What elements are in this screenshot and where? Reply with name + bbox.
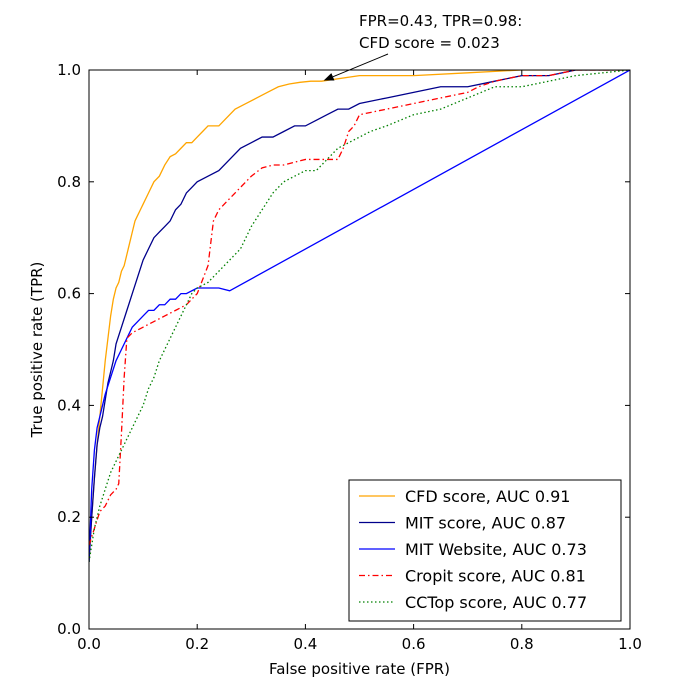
x-tick-label-4: 0.8 bbox=[510, 635, 534, 653]
legend-items: CFD score, AUC 0.91 MIT score, AUC 0.87 MI… bbox=[359, 487, 587, 612]
legend-box bbox=[348, 479, 622, 622]
y-tick-label-3: 0.6 bbox=[57, 285, 81, 303]
plot-frame bbox=[88, 69, 631, 630]
series-line-0 bbox=[89, 70, 630, 562]
y-tick-label-2: 0.4 bbox=[57, 396, 81, 414]
annotation-line-2: CFD score = 0.023 bbox=[359, 34, 500, 52]
series-line-4 bbox=[89, 70, 630, 563]
legend-label-4: CCTop score, AUC 0.77 bbox=[405, 593, 587, 612]
y-tick-label-4: 0.8 bbox=[57, 173, 81, 191]
legend: CFD score, AUC 0.91 MIT score, AUC 0.87 MI… bbox=[348, 479, 622, 622]
series-line-2 bbox=[89, 70, 630, 562]
x-tick-label-0: 0.0 bbox=[77, 635, 101, 653]
ticks-layer: 0.0 0.2 0.4 0.6 0.8 1.0 0.0 0.2 0.4 0.6 0.8 1.0 bbox=[57, 61, 642, 653]
x-tick-label-2: 0.4 bbox=[293, 635, 317, 653]
y-tick-label-5: 1.0 bbox=[57, 61, 81, 79]
y-axis-label: True positive rate (TPR) bbox=[28, 262, 46, 439]
series-line-1 bbox=[89, 70, 630, 562]
y-tick-label-0: 0.0 bbox=[57, 620, 81, 638]
legend-label-3: Cropit score, AUC 0.81 bbox=[405, 567, 586, 586]
legend-label-2: MIT Website, AUC 0.73 bbox=[405, 540, 587, 559]
series-line-3 bbox=[89, 70, 630, 546]
y-tick-label-1: 0.2 bbox=[57, 508, 81, 526]
x-tick-label-5: 1.0 bbox=[618, 635, 642, 653]
x-tick-label-1: 0.2 bbox=[185, 635, 209, 653]
x-tick-label-3: 0.6 bbox=[402, 635, 426, 653]
annotation: FPR=0.43, TPR=0.98: CFD score = 0.023 bbox=[323, 12, 522, 81]
x-axis-label: False positive rate (FPR) bbox=[269, 660, 450, 678]
legend-label-1: MIT score, AUC 0.87 bbox=[405, 514, 566, 533]
series-layer bbox=[89, 70, 630, 563]
legend-label-0: CFD score, AUC 0.91 bbox=[405, 487, 570, 506]
annotation-line-1: FPR=0.43, TPR=0.98: bbox=[359, 12, 522, 30]
annotation-arrow bbox=[323, 53, 389, 81]
